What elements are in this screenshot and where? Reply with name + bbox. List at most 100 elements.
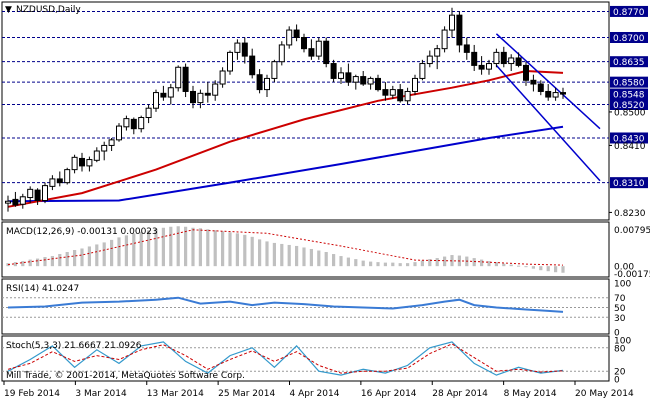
x-tick-label: 20 May 2014 <box>575 389 634 399</box>
macd-hist-bar <box>494 262 498 267</box>
macd-hist-bar <box>102 242 106 267</box>
candle-bull <box>64 169 71 184</box>
candle-bear <box>530 79 537 85</box>
macd-hist-bar <box>169 226 173 267</box>
candle-bear <box>515 57 522 66</box>
candle-bear <box>478 64 485 70</box>
candle-bear <box>308 48 315 57</box>
macd-hist-bar <box>332 254 336 267</box>
stoch-tick-label: 80 <box>614 344 626 354</box>
stoch-panel-frame <box>1 335 610 382</box>
macd-hist-bar <box>265 241 269 267</box>
candle-bear <box>79 157 85 167</box>
macd-tick-label: -0.00175 <box>614 270 650 280</box>
candle-bear <box>500 51 507 65</box>
candle-bear <box>463 44 470 53</box>
price-level-tag <box>610 56 648 68</box>
stoch-tick-label: 100 <box>614 337 631 347</box>
candle-bull <box>93 150 100 161</box>
macd-hist-bar <box>198 228 202 267</box>
candle-bear <box>375 77 381 91</box>
macd-hist-bar <box>309 248 313 267</box>
candle-bull <box>42 185 48 202</box>
candle-bull <box>212 83 219 96</box>
candle-bull <box>449 14 455 31</box>
candle-bull <box>264 77 270 91</box>
macd-hist-bar <box>435 258 439 267</box>
macd-hist-bar <box>80 248 84 267</box>
candle-bull <box>441 29 448 50</box>
macd-hist-bar <box>191 227 195 267</box>
stoch-signal-line <box>7 343 564 374</box>
price-tick-label: 0.8310 <box>613 179 645 189</box>
macd-hist-bar <box>295 245 299 267</box>
price-tick-label: 0.8635 <box>613 58 645 68</box>
price-tick-label: 0.8770 <box>613 8 645 18</box>
price-tick-label: 0.8520 <box>613 101 645 111</box>
macd-hist-bar <box>554 266 558 273</box>
candle-bull <box>434 48 441 57</box>
rsi-panel-frame <box>1 278 610 335</box>
macd-hist-bar <box>420 260 424 267</box>
rsi-line <box>7 296 564 313</box>
candle-bull <box>71 156 78 171</box>
price-tick-label: 0.8500 <box>614 108 646 118</box>
candle-bull <box>352 76 359 83</box>
candle-bear <box>397 89 404 102</box>
candle-bear <box>160 92 167 98</box>
macd-hist-bar <box>317 250 321 267</box>
rsi-tick-label: 50 <box>614 304 626 314</box>
rsi-tick-label: 100 <box>614 280 631 290</box>
price-level-tag <box>610 88 648 100</box>
x-tick-label: 3 Mar 2014 <box>75 389 127 399</box>
candle-bear <box>360 76 367 85</box>
macd-hist-bar <box>406 263 410 267</box>
price-tick-label: 0.8700 <box>613 34 645 44</box>
macd-hist-bar <box>161 227 165 267</box>
copyright-text: Mill Trade, © 2001-2014, MetaQuotes Soft… <box>6 371 245 381</box>
candle-bull <box>197 92 204 104</box>
macd-hist-bar <box>361 260 365 267</box>
channel-line <box>495 33 601 130</box>
macd-hist-bar <box>413 262 417 267</box>
candle-bull <box>49 178 56 187</box>
macd-hist-bar <box>243 234 247 267</box>
macd-hist-bar <box>13 262 17 267</box>
macd-hist-bar <box>391 262 395 267</box>
macd-hist-bar <box>43 257 47 267</box>
chart-title-arrow-icon[interactable]: ▼ <box>5 5 12 15</box>
candle-bull <box>367 77 374 85</box>
candle-bull <box>167 87 174 98</box>
candle-bull <box>153 92 159 109</box>
price-level-tag <box>610 5 648 17</box>
x-tick-label: 19 Feb 2014 <box>4 389 60 399</box>
candle-bull <box>19 196 26 205</box>
candle-bull <box>108 139 115 146</box>
macd-hist-bar <box>428 259 432 267</box>
x-tick-label: 8 May 2014 <box>504 389 557 399</box>
macd-hist-bar <box>147 230 151 267</box>
rsi-tick-label: 70 <box>614 294 626 304</box>
macd-hist-bar <box>250 236 254 267</box>
macd-hist-bar <box>50 256 54 267</box>
macd-hist-bar <box>472 258 476 267</box>
candle-bear <box>130 118 137 130</box>
candle-bear <box>330 63 337 79</box>
candle-bear <box>471 51 478 66</box>
x-tick-label: 25 Mar 2014 <box>218 389 275 399</box>
macd-hist-bar <box>376 262 380 267</box>
candle-bull <box>145 107 152 119</box>
macd-label: MACD(12,26,9) -0.00131 0.00023 <box>6 227 158 237</box>
price-level-tag <box>610 132 648 144</box>
stoch-tick-label: 0 <box>614 376 620 386</box>
candle-bear <box>256 74 263 91</box>
candle-bear <box>523 64 529 81</box>
macd-hist-bar <box>509 264 513 267</box>
macd-hist-bar <box>524 266 528 268</box>
price-level-tag <box>610 76 648 88</box>
macd-hist-bar <box>6 263 10 267</box>
candle-bear <box>537 83 544 92</box>
macd-hist-bar <box>443 256 447 267</box>
macd-hist-bar <box>398 263 402 267</box>
